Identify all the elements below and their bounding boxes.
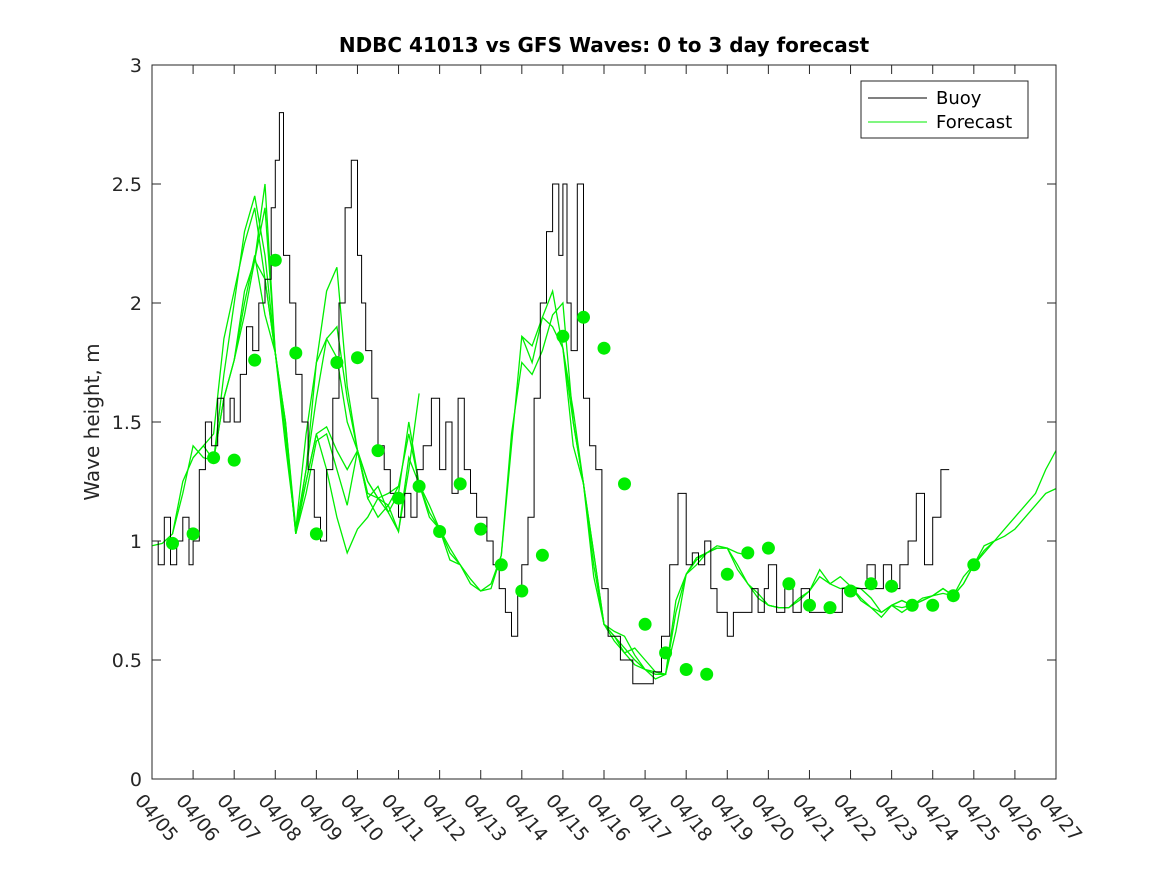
forecast-point [905,598,919,612]
forecast-point [289,346,303,360]
legend: Buoy Forecast [860,80,1029,139]
forecast-point [309,527,323,541]
series-layer [151,112,1057,685]
forecast-point [556,329,570,343]
legend-box [860,80,1029,139]
legend-label-buoy: Buoy [936,88,982,109]
forecast-point [577,310,590,324]
forecast-point [248,353,262,367]
forecast-point [268,253,282,267]
forecast-line-10 [685,545,913,614]
forecast-point [227,453,241,467]
forecast-point [844,584,857,598]
forecast-point [412,479,426,493]
forecast-point [761,541,775,555]
forecast-point [597,341,611,355]
y-tick-label: 2.5 [112,174,142,196]
y-tick-label: 0.5 [112,650,142,672]
plot-area [152,65,1056,779]
forecast-point [741,546,755,560]
forecast-point [864,577,878,591]
y-axis-label: Wave height, m [80,343,104,500]
forecast-point [967,558,981,572]
forecast-point [823,601,837,615]
forecast-point [618,477,631,491]
forecast-point [515,584,529,598]
forecast-point [166,536,179,550]
forecast-point [371,444,385,458]
forecast-point [453,477,467,491]
y-tick-label: 0 [130,769,142,791]
forecast-point [207,451,221,465]
forecast-line-5 [254,207,482,592]
y-tick-label: 3 [130,55,142,77]
forecast-point [330,356,344,369]
chart-title: NDBC 41013 vs GFS Waves: 0 to 3 day fore… [339,33,870,57]
forecast-point [803,598,816,612]
forecast-point [392,491,405,505]
forecast-point [679,663,693,676]
forecast-line-2 [192,195,420,535]
legend-label-forecast: Forecast [936,112,1012,133]
forecast-point [926,598,940,612]
forecast-point [885,579,899,593]
forecast-point [700,667,714,681]
y-tick-label: 1 [130,531,142,553]
forecast-point [351,351,364,365]
forecast-point [720,567,734,581]
forecast-point [535,548,549,562]
y-tick-label: 1.5 [112,412,142,434]
forecast-point [186,527,200,541]
forecast-point [782,577,796,591]
buoy-line [152,112,950,685]
forecast-point [474,522,488,536]
forecast-line-6 [439,316,666,675]
forecast-point [433,525,447,538]
forecast-point [638,617,652,631]
forecast-point [659,646,673,660]
y-tick-label: 2 [130,293,142,315]
forecast-line-9 [562,348,789,676]
forecast-point [946,589,960,603]
forecast-point [494,558,508,572]
forecast-line-0 [151,255,379,547]
